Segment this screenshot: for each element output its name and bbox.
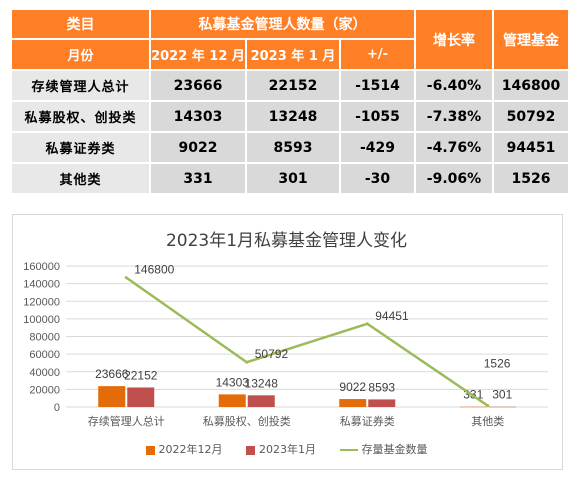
row-category: 存续管理人总计	[10, 69, 151, 102]
header-growth: 增长率	[414, 8, 494, 71]
bar	[127, 387, 155, 407]
legend-item-dec-2022: 2022年12月	[145, 441, 223, 457]
x-tick-label: 存续管理人总计	[88, 414, 165, 428]
bar	[488, 406, 516, 408]
cell-jan-2023: 13248	[245, 100, 341, 133]
line-value-label: 50792	[255, 347, 289, 361]
legend-label-fund-count: 存量基金数量	[361, 443, 428, 456]
y-tick-label: 120000	[23, 296, 60, 308]
cell-managed-fund: 50792	[492, 100, 570, 133]
cell-diff: -1514	[339, 69, 416, 102]
cell-jan-2023: 8593	[245, 131, 341, 164]
y-tick-label: 0	[54, 402, 60, 414]
cell-dec-2022: 23666	[149, 69, 247, 102]
cell-dec-2022: 9022	[149, 131, 247, 164]
bar-value-label: 301	[492, 388, 512, 402]
cell-growth: -6.40%	[414, 69, 494, 102]
header-managed-fund: 管理基金	[492, 8, 570, 71]
cell-dec-2022: 331	[149, 162, 247, 195]
bar	[218, 394, 246, 407]
y-tick-label: 60000	[29, 349, 60, 361]
cell-managed-fund: 1526	[492, 162, 570, 195]
cell-growth: -4.76%	[414, 131, 494, 164]
table-row: 私募股权、创投类 14303 13248 -1055 -7.38% 50792	[10, 100, 570, 133]
cell-growth: -7.38%	[414, 100, 494, 133]
table-row: 存续管理人总计 23666 22152 -1514 -6.40% 146800	[10, 69, 570, 102]
y-tick-label: 20000	[29, 384, 60, 396]
data-table: 类目 私募基金管理人数量（家） 增长率 管理基金 月份 2022 年 12 月 …	[10, 8, 570, 195]
cell-jan-2023: 22152	[245, 69, 341, 102]
line-point	[486, 404, 490, 408]
bar	[98, 386, 126, 407]
bar-value-label: 9022	[339, 380, 366, 394]
header-category: 类目	[10, 8, 151, 40]
x-tick-label: 私募证券类	[340, 414, 395, 428]
bar-value-label: 14303	[216, 375, 250, 389]
cell-managed-fund: 94451	[492, 131, 570, 164]
cell-diff: -429	[339, 131, 416, 164]
row-category: 私募股权、创投类	[10, 100, 151, 133]
chart-legend: 2022年12月 2023年1月 存量基金数量	[0, 441, 573, 457]
legend-swatch-jan-2023	[246, 445, 255, 455]
line-point	[365, 322, 369, 326]
table-row: 私募证券类 9022 8593 -429 -4.76% 94451	[10, 131, 570, 164]
bar-value-label: 13248	[245, 376, 279, 390]
line-point	[124, 276, 128, 280]
bar-value-label: 23666	[95, 367, 129, 381]
chart-frame	[12, 214, 563, 470]
legend-line-fund-count	[339, 449, 358, 451]
legend-label-dec-2022: 2022年12月	[158, 443, 223, 456]
cell-diff: -1055	[339, 100, 416, 133]
y-tick-label: 80000	[29, 332, 60, 344]
header-manager-count: 私募基金管理人数量（家）	[149, 8, 416, 40]
row-category: 其他类	[10, 162, 151, 195]
line-value-label: 146800	[134, 263, 174, 277]
cell-growth: -9.06%	[414, 162, 494, 195]
bar-value-label: 8593	[368, 380, 395, 394]
row-category: 私募证券类	[10, 131, 151, 164]
cell-dec-2022: 14303	[149, 100, 247, 133]
chart-title: 2023年1月私募基金管理人变化	[165, 231, 408, 251]
legend-item-jan-2023: 2023年1月	[246, 441, 316, 457]
x-tick-label: 私募股权、创投类	[203, 414, 291, 428]
y-tick-label: 100000	[23, 314, 60, 326]
y-tick-label: 140000	[23, 279, 60, 291]
cell-managed-fund: 146800	[492, 69, 570, 102]
legend-item-fund-count: 存量基金数量	[339, 441, 428, 457]
header-jan-2023: 2023 年 1 月	[245, 38, 341, 71]
legend-label-jan-2023: 2023年1月	[259, 443, 316, 456]
header-month: 月份	[10, 38, 151, 71]
line-value-label: 1526	[484, 357, 511, 371]
bar-value-label: 22152	[124, 368, 158, 382]
bar	[368, 399, 396, 407]
cell-jan-2023: 301	[245, 162, 341, 195]
table-row: 其他类 331 301 -30 -9.06% 1526	[10, 162, 570, 195]
y-tick-label: 40000	[29, 367, 60, 379]
line-series-fund-count	[125, 276, 489, 407]
line-value-label: 94451	[375, 309, 409, 323]
bar	[247, 395, 275, 407]
line-point	[245, 360, 249, 364]
legend-swatch-dec-2022	[145, 445, 155, 455]
y-tick-label: 160000	[23, 261, 60, 273]
header-diff: +/-	[339, 38, 416, 71]
bar	[459, 406, 487, 408]
bar	[339, 399, 367, 407]
cell-diff: -30	[339, 162, 416, 195]
x-tick-label: 其他类	[471, 414, 504, 428]
header-dec-2022: 2022 年 12 月	[149, 38, 247, 71]
